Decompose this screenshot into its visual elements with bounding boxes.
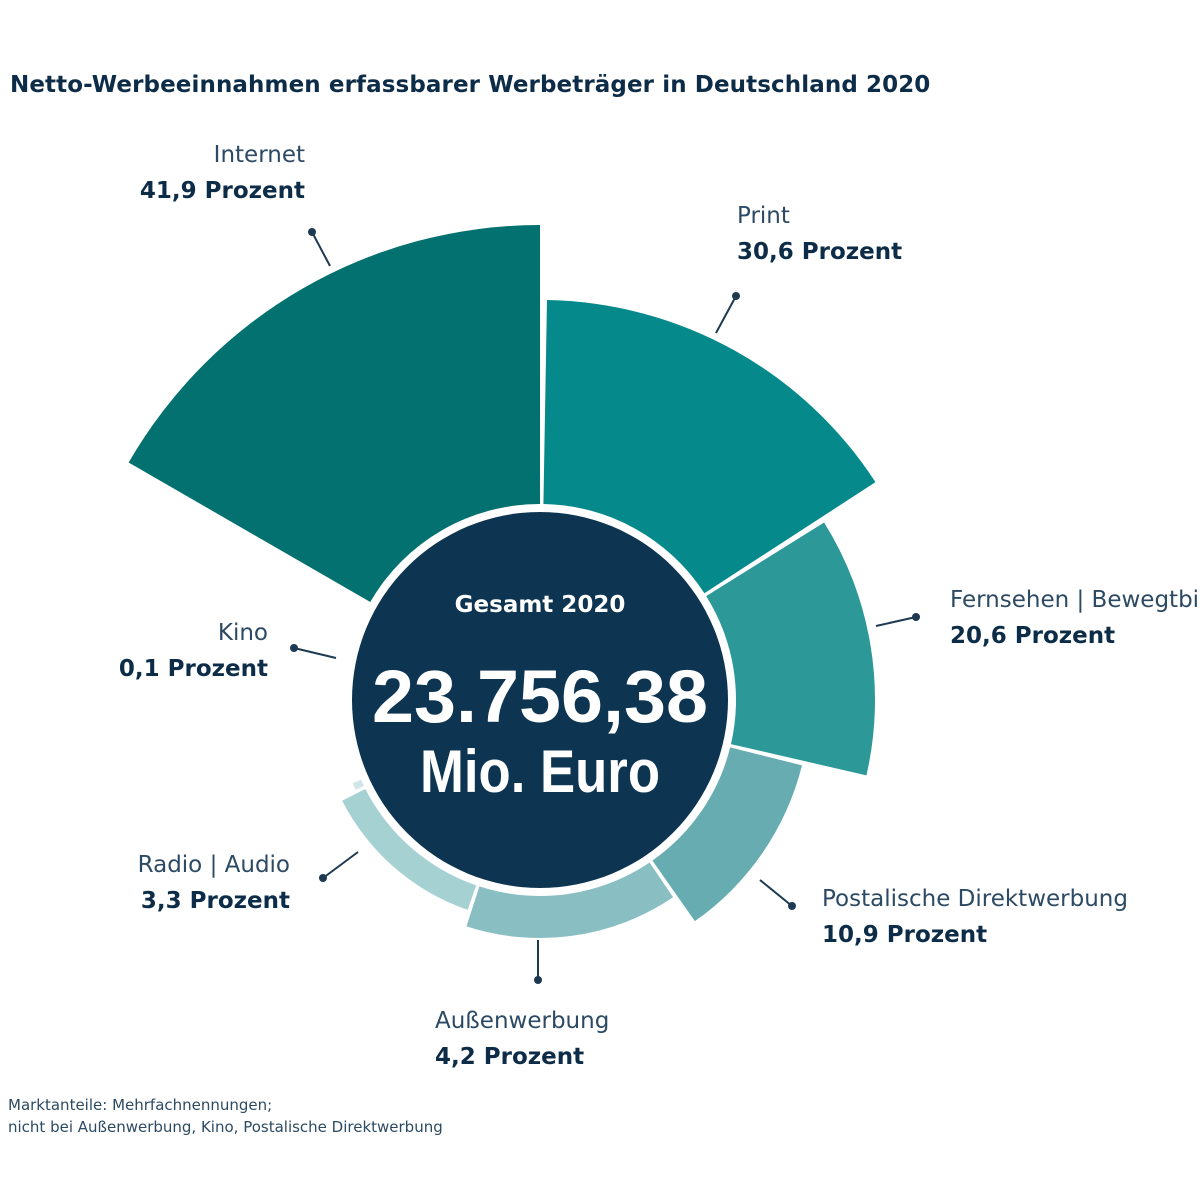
leader-dot-kino bbox=[290, 644, 298, 652]
slice-fernsehen bbox=[706, 522, 875, 776]
center-label: Gesamt 2020 bbox=[455, 592, 626, 618]
leader-line-kino bbox=[293, 647, 337, 659]
center-total-unit: Mio. Euro bbox=[420, 738, 660, 805]
leader-dot-radio bbox=[319, 874, 327, 882]
slice-postalische-direktwerbung bbox=[652, 747, 802, 922]
leader-line-postalische-direktwerbung bbox=[759, 879, 793, 907]
slice-print bbox=[543, 300, 876, 594]
leader-dot-aussenwerbung bbox=[534, 976, 542, 984]
label-value-print: 30,6 Prozent bbox=[737, 239, 902, 265]
label-value-aussenwerbung: 4,2 Prozent bbox=[435, 1044, 584, 1070]
label-name-postalische-direktwerbung: Postalische Direktwerbung bbox=[822, 886, 1128, 912]
label-name-print: Print bbox=[737, 203, 790, 229]
label-value-postalische-direktwerbung: 10,9 Prozent bbox=[822, 922, 987, 948]
slice-internet bbox=[128, 225, 540, 602]
label-name-internet: Internet bbox=[214, 142, 305, 168]
center-total-value: 23.756,38 bbox=[372, 655, 708, 738]
label-name-kino: Kino bbox=[218, 620, 268, 646]
label-value-radio: 3,3 Prozent bbox=[141, 888, 290, 914]
footnote: Marktanteile: Mehrfachnennungen; nicht b… bbox=[8, 1094, 708, 1138]
leader-dot-print bbox=[732, 292, 740, 300]
label-name-radio: Radio | Audio bbox=[138, 852, 290, 878]
label-value-fernsehen: 20,6 Prozent bbox=[950, 623, 1115, 649]
slice-radio bbox=[342, 788, 477, 910]
slice-aussenwerbung bbox=[466, 862, 674, 938]
leader-line-internet bbox=[311, 231, 331, 267]
center-disc bbox=[352, 512, 728, 888]
leader-line-radio bbox=[322, 851, 359, 879]
leader-dot-internet bbox=[308, 228, 316, 236]
slice-kino bbox=[352, 779, 364, 790]
leader-line-print bbox=[715, 295, 737, 334]
leader-dot-postalische-direktwerbung bbox=[788, 902, 796, 910]
chart-title: Netto-Werbeeinnahmen erfassbarer Werbetr… bbox=[10, 72, 931, 98]
footnote-line-2: nicht bei Außenwerbung, Kino, Postalisch… bbox=[8, 1118, 443, 1136]
label-value-internet: 41,9 Prozent bbox=[140, 178, 305, 204]
label-value-kino: 0,1 Prozent bbox=[119, 656, 268, 682]
label-name-fernsehen: Fernsehen | Bewegtbild bbox=[950, 587, 1200, 613]
leader-line-fernsehen bbox=[875, 616, 917, 627]
leader-dot-fernsehen bbox=[912, 613, 920, 621]
label-name-aussenwerbung: Außenwerbung bbox=[435, 1008, 609, 1034]
footnote-line-1: Marktanteile: Mehrfachnennungen; bbox=[8, 1096, 273, 1114]
